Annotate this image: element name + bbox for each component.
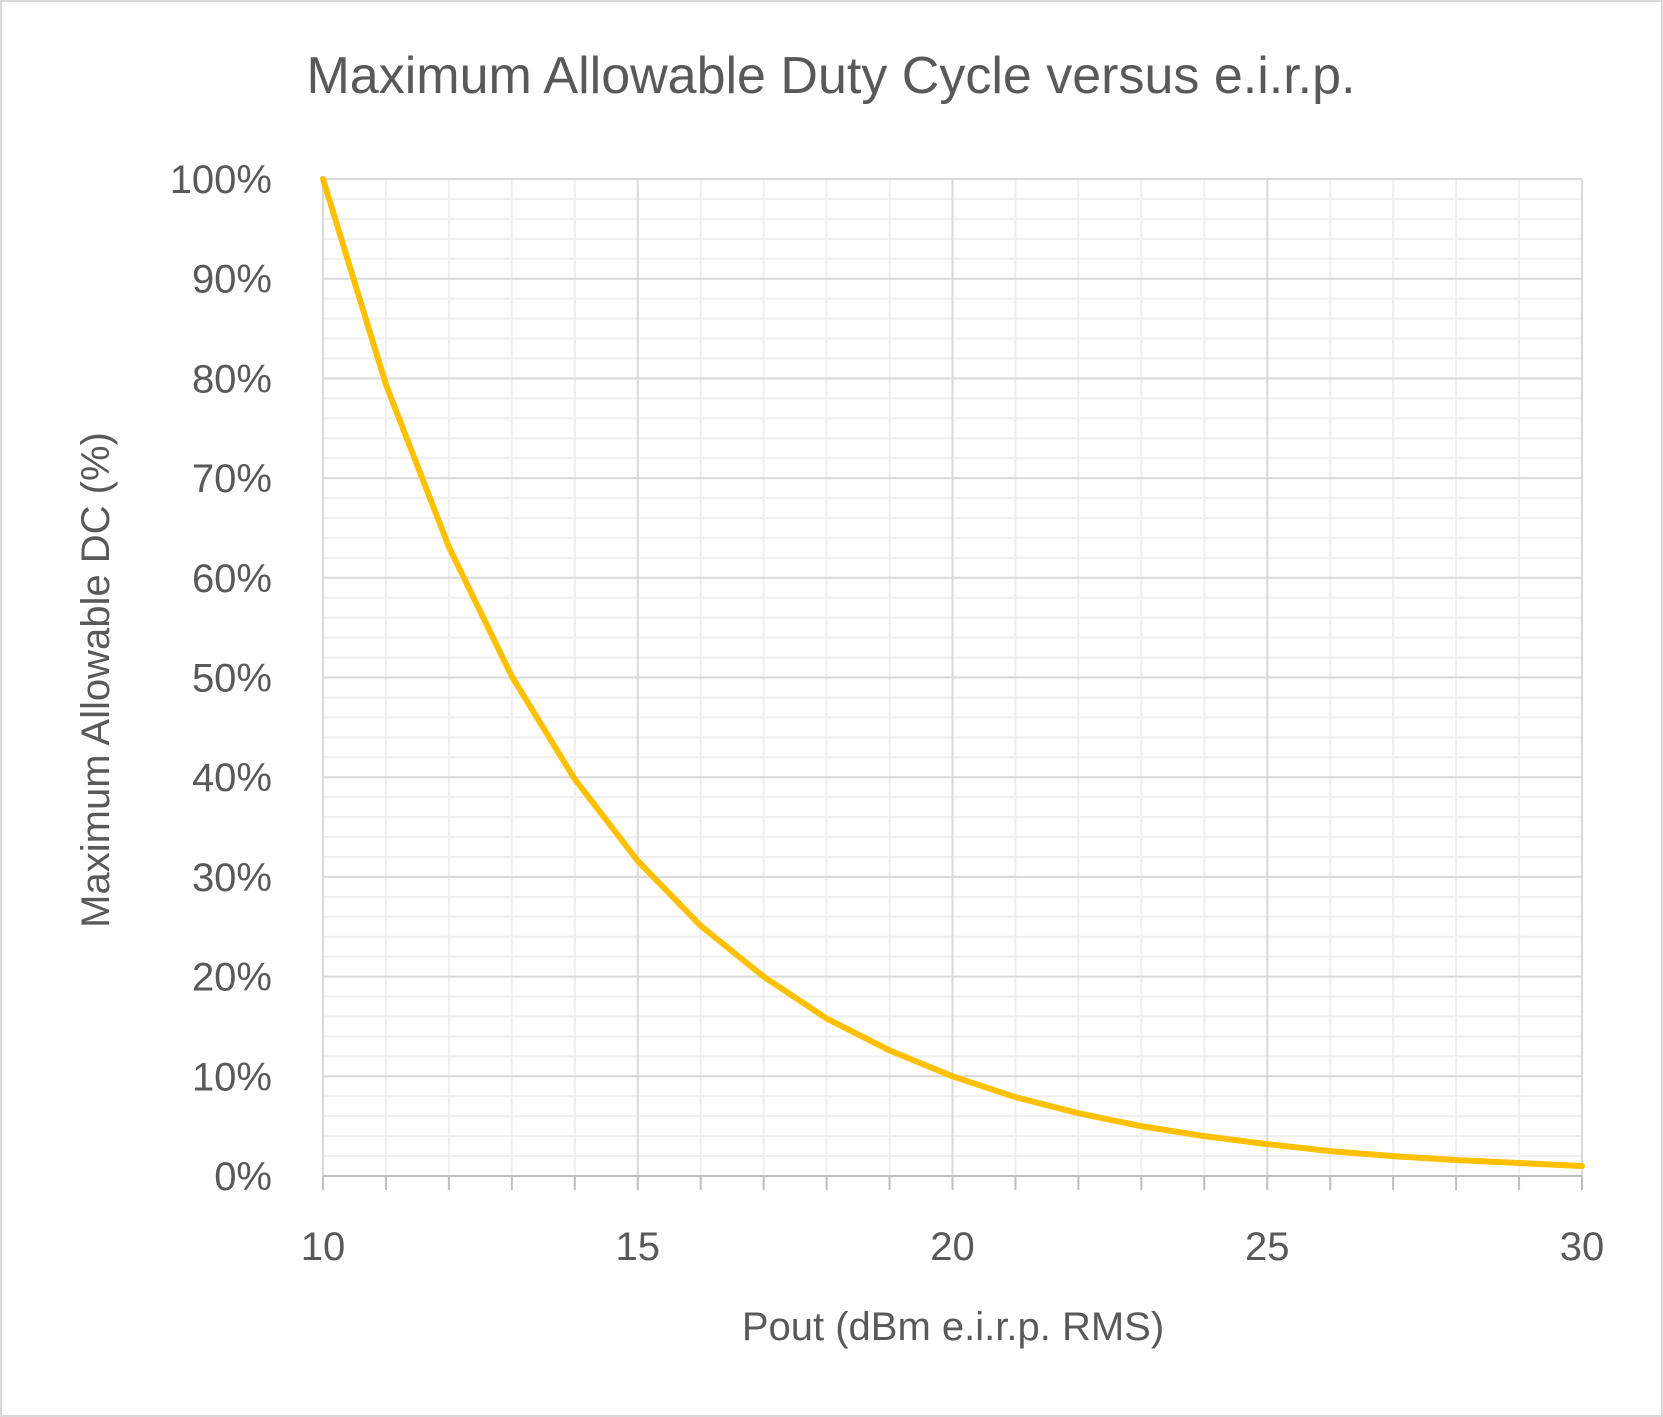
x-tick-label: 15	[616, 1225, 661, 1269]
y-tick-label: 90%	[192, 258, 272, 302]
series-line-1	[320, 176, 1585, 1169]
x-axis-ticks	[322, 1176, 1583, 1190]
y-tick-label: 100%	[170, 158, 272, 202]
y-tick-label: 50%	[192, 657, 272, 701]
y-tick-label: 0%	[214, 1155, 272, 1199]
x-axis-tick-labels: 10 15 20 25 30	[301, 1225, 1605, 1269]
y-tick-label: 40%	[192, 756, 272, 800]
x-tick-label: 25	[1245, 1225, 1290, 1269]
y-tick-label: 20%	[192, 956, 272, 1000]
y-tick-label: 80%	[192, 357, 272, 401]
y-axis-tick-labels: 0% 10% 20% 30% 40% 50% 60% 70% 80% 90% 100%	[170, 158, 272, 1199]
x-tick-label: 30	[1560, 1225, 1605, 1269]
y-axis-label: Maximum Allowable DC (%)	[74, 432, 118, 928]
y-tick-label: 30%	[192, 856, 272, 900]
y-tick-label: 70%	[192, 457, 272, 501]
x-axis-label: Pout (dBm e.i.r.p. RMS)	[742, 1305, 1164, 1349]
chart-title: Maximum Allowable Duty Cycle versus e.i.…	[306, 47, 1355, 105]
series-group	[320, 176, 1585, 1169]
y-tick-label: 60%	[192, 557, 272, 601]
x-tick-label: 20	[930, 1225, 975, 1269]
x-tick-label: 10	[301, 1225, 346, 1269]
y-tick-label: 10%	[192, 1055, 272, 1099]
major-gridlines	[322, 178, 1583, 1176]
